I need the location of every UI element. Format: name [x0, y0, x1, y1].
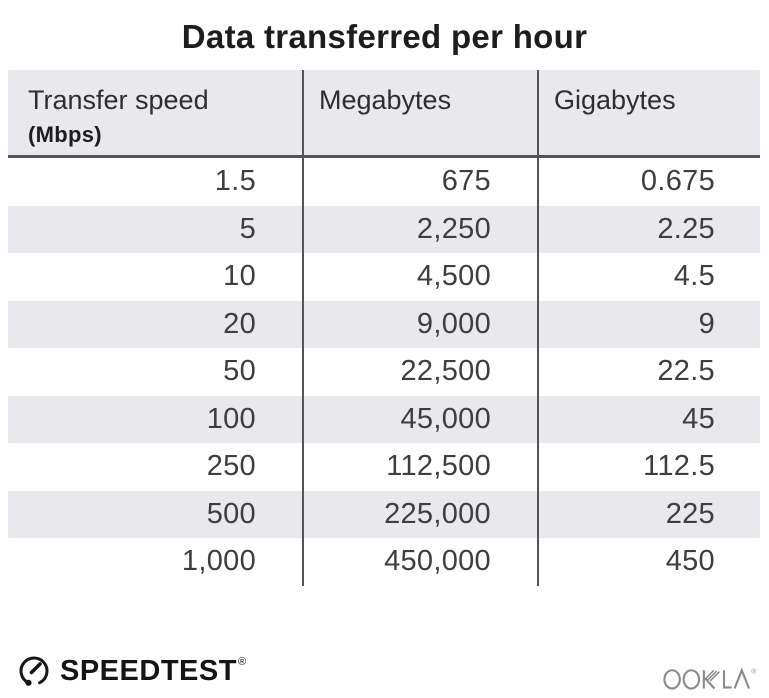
- page-title: Data transferred per hour: [181, 18, 588, 55]
- table-header-row: Transfer speed (Mbps) Megabytes Gigabyte…: [8, 70, 760, 158]
- table-row: 500 225,000 225: [8, 490, 760, 538]
- cell-megabytes: 9,000: [416, 307, 491, 340]
- cell-transfer-speed: 50: [223, 355, 256, 388]
- column-header-transfer-speed: Transfer speed (Mbps): [8, 70, 303, 155]
- column-header-megabytes-label: Megabytes: [319, 85, 452, 115]
- cell-megabytes: 225,000: [384, 497, 491, 530]
- cell-gigabytes: 450: [665, 545, 715, 578]
- cell-gigabytes: 22.5: [657, 355, 715, 388]
- cell-megabytes: 2,250: [416, 212, 491, 245]
- cell-transfer-speed: 100: [206, 402, 256, 435]
- table-body: 1.5 675 0.675 5 2,250 2.25 10 4,500 4.5 …: [8, 158, 760, 586]
- cell-transfer-speed: 10: [223, 260, 256, 293]
- table-row: 100 45,000 45: [8, 395, 760, 443]
- cell-transfer-speed: 500: [206, 497, 256, 530]
- cell-transfer-speed: 250: [206, 450, 256, 483]
- cell-transfer-speed: 1.5: [214, 165, 256, 198]
- ookla-registered-mark: ®: [751, 668, 756, 676]
- ookla-logo: ®: [663, 667, 756, 690]
- cell-gigabytes: 225: [665, 497, 715, 530]
- column-header-mbps-unit: (Mbps): [28, 122, 102, 147]
- column-divider: [537, 70, 539, 586]
- cell-gigabytes: 112.5: [643, 450, 715, 483]
- cell-transfer-speed: 1,000: [181, 545, 256, 578]
- cell-gigabytes: 0.675: [640, 165, 715, 198]
- table-row: 20 9,000 9: [8, 300, 760, 348]
- table-row: 1.5 675 0.675: [8, 158, 760, 206]
- cell-megabytes: 4,500: [416, 260, 491, 293]
- column-header-transfer-speed-label: Transfer speed: [28, 85, 209, 115]
- table-row: 50 22,500 22.5: [8, 348, 760, 396]
- cell-gigabytes: 45: [682, 402, 715, 435]
- speedtest-wordmark: SPEEDTEST: [60, 654, 237, 687]
- cell-gigabytes: 9: [698, 307, 715, 340]
- column-divider: [302, 70, 304, 586]
- cell-gigabytes: 2.25: [657, 212, 715, 245]
- cell-megabytes: 450,000: [384, 545, 491, 578]
- cell-gigabytes: 4.5: [673, 260, 715, 293]
- cell-megabytes: 45,000: [400, 402, 491, 435]
- speedtest-logo: SPEEDTEST ®: [17, 654, 246, 688]
- table-row: 250 112,500 112.5: [8, 443, 760, 491]
- cell-megabytes: 22,500: [400, 355, 491, 388]
- registered-trademark-icon: ®: [237, 656, 247, 668]
- column-header-gigabytes: Gigabytes: [538, 70, 760, 155]
- cell-transfer-speed: 5: [239, 212, 256, 245]
- column-header-megabytes: Megabytes: [303, 70, 538, 155]
- data-table: Transfer speed (Mbps) Megabytes Gigabyte…: [8, 70, 760, 586]
- table-row: 10 4,500 4.5: [8, 253, 760, 301]
- table-row: 5 2,250 2.25: [8, 205, 760, 253]
- speedtest-gauge-icon: [19, 656, 49, 686]
- cell-megabytes: 112,500: [386, 450, 491, 483]
- table-row: 1,000 450,000 450: [8, 538, 760, 586]
- cell-transfer-speed: 20: [223, 307, 256, 340]
- column-header-gigabytes-label: Gigabytes: [554, 85, 676, 115]
- cell-megabytes: 675: [441, 165, 491, 198]
